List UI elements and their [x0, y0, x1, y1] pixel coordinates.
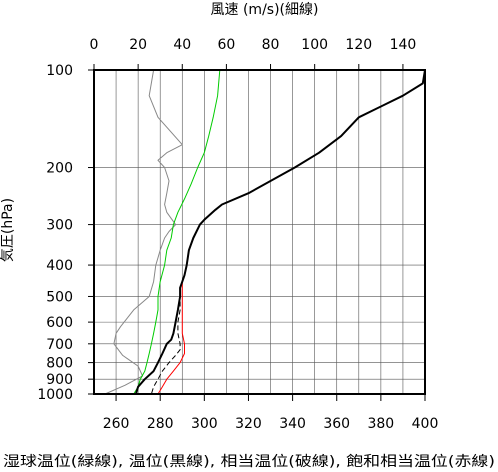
top-axis-title: 風速 (m/s)(細線)	[211, 2, 319, 18]
y-tick-label: 400	[46, 258, 73, 274]
top-tick-label: 60	[217, 37, 235, 53]
top-tick-label: 20	[129, 37, 147, 53]
y-tick-label: 700	[46, 337, 73, 353]
bottom-tick-label: 340	[279, 416, 306, 432]
top-tick-label: 140	[390, 37, 417, 53]
top-tick-label: 100	[301, 37, 328, 53]
y-tick-label: 900	[46, 372, 73, 388]
bottom-tick-label: 280	[147, 416, 174, 432]
bottom-tick-label: 380	[367, 416, 394, 432]
bottom-tick-label: 360	[323, 416, 350, 432]
top-tick-label: 80	[262, 37, 280, 53]
series-line	[157, 69, 426, 395]
series-line	[150, 69, 426, 395]
y-tick-label: 300	[46, 218, 73, 234]
series-line	[134, 69, 426, 395]
y-tick-label: 100	[46, 63, 73, 79]
y-tick-label: 200	[46, 161, 73, 177]
series-line	[133, 69, 221, 395]
y-tick-label: 500	[46, 289, 73, 305]
top-tick-label: 120	[345, 37, 372, 53]
series-line	[104, 69, 183, 395]
bottom-tick-label: 400	[412, 416, 439, 432]
plot-frame	[93, 69, 426, 395]
bottom-tick-label: 320	[235, 416, 262, 432]
tick-marks	[88, 64, 426, 401]
plot-series	[104, 69, 426, 395]
y-tick-label: 600	[46, 315, 73, 331]
y-tick-label: 1000	[37, 387, 73, 403]
bottom-tick-label: 260	[103, 416, 130, 432]
top-tick-label: 40	[173, 37, 191, 53]
bottom-axis-title: 湿球温位(緑線), 温位(黒線), 相当温位(破線), 飽和相当温位(赤線)	[3, 453, 495, 470]
grid-lines	[94, 69, 426, 395]
y-tick-label: 800	[46, 356, 73, 372]
top-tick-label: 0	[90, 37, 99, 53]
bottom-tick-label: 300	[191, 416, 218, 432]
y-axis-title: 気圧(hPa)	[0, 198, 16, 262]
